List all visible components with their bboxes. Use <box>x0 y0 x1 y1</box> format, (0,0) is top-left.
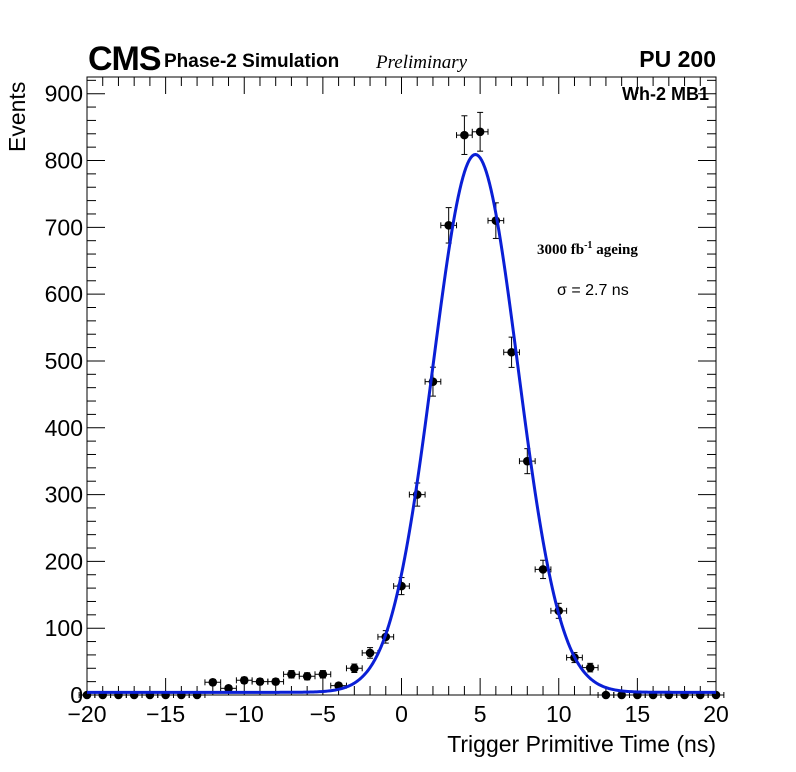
x-tick-label: 0 <box>395 701 408 727</box>
x-axis-label: Trigger Primitive Time (ns) <box>447 731 716 757</box>
y-tick-label: 800 <box>45 148 83 174</box>
data-point <box>365 648 375 658</box>
x-tick-label: 5 <box>474 701 487 727</box>
data-point <box>239 676 249 685</box>
pileup-label: PU 200 <box>639 46 716 72</box>
experiment-logo: CMS <box>88 40 162 78</box>
x-tick-label: −20 <box>67 701 106 727</box>
data-point <box>460 130 469 140</box>
fit-sigma-annotation: σ = 2.7 ns <box>557 282 629 299</box>
y-tick-label: 700 <box>45 214 83 240</box>
y-tick-label: 100 <box>45 615 83 641</box>
data-point <box>475 127 485 137</box>
data-point <box>271 677 281 686</box>
data-point <box>224 684 233 693</box>
ageing-value: 3000 fb <box>537 242 585 258</box>
data-point <box>208 678 218 687</box>
data-point <box>444 221 453 230</box>
x-tick-label: 20 <box>703 701 729 727</box>
x-tick-label: 10 <box>546 701 572 727</box>
data-point <box>255 677 265 686</box>
y-tick-label: 400 <box>45 415 83 441</box>
preliminary-label: Preliminary <box>376 52 468 73</box>
y-tick-label: 500 <box>45 348 83 374</box>
ageing-exponent: -1 <box>584 240 593 251</box>
plot-frame <box>86 76 717 696</box>
y-tick-label: 300 <box>45 482 83 508</box>
x-tick-label: −5 <box>310 701 336 727</box>
ageing-annotation: 3000 fb-1 ageing <box>537 241 638 258</box>
y-tick-label: 900 <box>45 81 83 107</box>
x-tick-label: −10 <box>225 701 264 727</box>
y-tick-label: 600 <box>45 281 83 307</box>
data-point <box>538 565 548 574</box>
data-point <box>601 690 611 700</box>
ageing-suffix: ageing <box>592 242 638 258</box>
data-point <box>585 663 595 672</box>
x-tick-label: −15 <box>146 701 185 727</box>
region-label: Wh-2 MB1 <box>622 84 709 104</box>
data-point <box>617 690 626 700</box>
y-tick-label: 0 <box>70 682 83 708</box>
plot-subtitle: Phase-2 Simulation <box>164 51 340 72</box>
data-point <box>350 663 359 673</box>
data-point <box>507 347 516 357</box>
data-point <box>287 669 296 679</box>
data-point <box>318 669 328 679</box>
y-axis-label: Events <box>4 81 30 152</box>
x-tick-label: 15 <box>625 701 651 727</box>
y-tick-label: 200 <box>45 548 83 574</box>
data-point <box>302 671 312 681</box>
fit-curve <box>87 153 716 694</box>
